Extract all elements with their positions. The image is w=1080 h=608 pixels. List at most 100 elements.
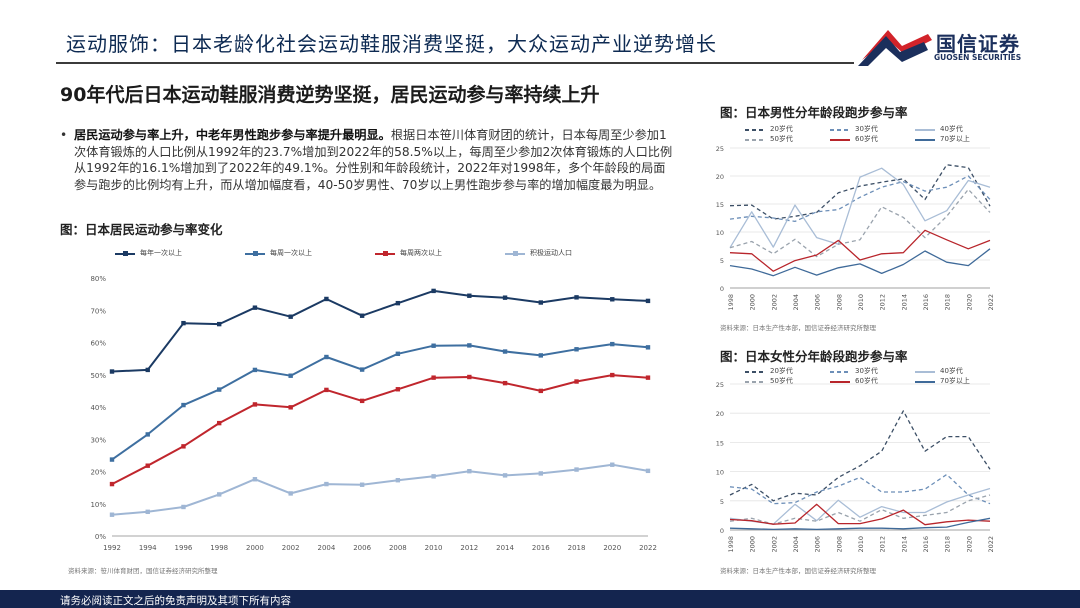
- bullet-body: 根据日本笹川体育财团的统计，日本每周至少参加1次体育锻炼的人口比例从1992年的…: [74, 128, 673, 192]
- data-point: [467, 468, 472, 474]
- data-point: [395, 387, 401, 392]
- logo-text: 国信证券: [936, 32, 1020, 56]
- legend-marker: [383, 251, 388, 256]
- series-line-5: [729, 229, 991, 272]
- series-line-6: [729, 248, 991, 277]
- x-tick-label: 2002: [282, 544, 300, 552]
- series-line-6: [729, 517, 991, 531]
- y-tick-label: 15: [716, 201, 724, 209]
- y-tick-label: 50%: [90, 372, 106, 380]
- data-point: [395, 478, 401, 483]
- y-tick-label: 0%: [95, 533, 106, 541]
- y-tick-label: 10: [716, 229, 724, 237]
- x-tick-label: 2000: [749, 536, 757, 553]
- data-point: [145, 509, 150, 515]
- legend-label: 20岁代: [770, 367, 793, 375]
- legend-swatch: [915, 139, 935, 141]
- data-point: [109, 369, 115, 374]
- x-tick-label: 2018: [944, 536, 952, 553]
- x-tick-label: 2008: [835, 294, 843, 311]
- legend-label: 40岁代: [940, 125, 963, 133]
- data-point: [538, 388, 543, 394]
- x-tick-label: 2020: [965, 536, 973, 553]
- x-tick-label: 2020: [603, 544, 621, 552]
- legend-swatch: [830, 371, 850, 373]
- x-tick-label: 2000: [749, 294, 757, 311]
- x-tick-label: 2002: [770, 294, 778, 311]
- female-chart-source: 资料来源：日本生产性本部，国信证券经济研究所整理: [720, 567, 876, 575]
- y-tick-label: 10: [716, 469, 724, 477]
- legend-swatch: [745, 129, 765, 131]
- data-point: [252, 402, 258, 407]
- x-tick-label: 1998: [727, 536, 735, 553]
- series-line-3: [729, 487, 991, 525]
- legend-swatch: [745, 371, 765, 373]
- series-line-1: [729, 410, 991, 502]
- x-tick-label: 2018: [944, 294, 952, 311]
- x-tick-label: 2016: [532, 544, 550, 552]
- data-point: [359, 482, 365, 487]
- data-point: [252, 367, 258, 373]
- x-tick-label: 2004: [792, 536, 800, 553]
- data-point: [109, 481, 115, 487]
- data-point: [324, 481, 329, 487]
- series-line-2: [729, 175, 991, 223]
- y-tick-label: 10%: [90, 501, 106, 509]
- x-tick-label: 2010: [425, 544, 443, 552]
- y-tick-label: 80%: [90, 275, 106, 283]
- data-point: [431, 474, 436, 479]
- data-point: [252, 477, 258, 482]
- data-point: [610, 462, 615, 467]
- data-point: [324, 296, 329, 302]
- series-line-4: [111, 463, 649, 516]
- page-footer: 请务必阅读正文之后的免责声明及其项下所有内容: [0, 590, 1080, 608]
- female-chart: 0 5 10 15 20 25 1998 2000 2002 2004 2006 2008 2010 20…: [716, 381, 995, 553]
- x-tick-label: 2002: [770, 536, 778, 553]
- x-tick-label: 1992: [103, 544, 121, 552]
- x-tick-label: 2018: [568, 544, 586, 552]
- x-tick-label: 2022: [639, 544, 657, 552]
- x-tick-label: 2014: [496, 544, 514, 552]
- x-tick-label: 1996: [175, 544, 193, 552]
- series-line-2: [111, 343, 649, 461]
- legend-label: 20岁代: [770, 125, 793, 133]
- data-point: [109, 512, 115, 517]
- male-chart-legend: 20岁代 30岁代 40岁代 50岁代 60岁代 70岁以上: [745, 124, 985, 146]
- data-point: [109, 457, 115, 462]
- x-tick-label: 2008: [835, 536, 843, 553]
- series-line-5: [729, 503, 991, 526]
- data-point: [395, 300, 401, 306]
- logo-icon: [858, 30, 932, 66]
- page-header: 运动服饰：日本老龄化社会运动鞋服消费坚挺，大众运动产业逆势增长 国信证券 GUO…: [0, 0, 1080, 66]
- data-point: [359, 313, 365, 318]
- legend-swatch: [915, 129, 935, 131]
- female-chart-title: 图：日本女性分年龄段跑步参与率: [720, 349, 908, 364]
- series-line-4: [729, 188, 991, 258]
- data-point: [145, 463, 150, 468]
- y-tick-label: 25: [716, 381, 724, 389]
- y-tick-label: 25: [716, 145, 724, 153]
- data-point: [610, 341, 615, 347]
- legend-swatch: [745, 139, 765, 141]
- male-chart: 0 5 10 15 20 25 1998 2000 2002 2004 2006 2008 2010 20…: [716, 145, 995, 311]
- x-tick-label: 2008: [389, 544, 407, 552]
- data-point: [431, 375, 436, 380]
- data-point: [610, 372, 615, 378]
- x-tick-label: 2014: [900, 294, 908, 311]
- data-point: [288, 373, 293, 378]
- male-chart-title: 图：日本男性分年龄段跑步参与率: [720, 105, 908, 120]
- data-point: [359, 367, 365, 372]
- y-tick-label: 5: [720, 257, 724, 265]
- x-tick-label: 2014: [900, 536, 908, 553]
- data-point: [610, 297, 615, 302]
- bullet-text: 居民运动参与率上升，中老年男性跑步参与率提升最明显。根据日本笹川体育财团的统计，…: [74, 127, 674, 193]
- logo-red-shape: [862, 30, 932, 60]
- legend-marker: [123, 251, 128, 256]
- legend-swatch: [830, 129, 850, 131]
- data-point: [502, 380, 508, 386]
- legend-label: 30岁代: [855, 367, 878, 375]
- data-point: [252, 305, 258, 310]
- data-point: [467, 293, 472, 298]
- y-tick-label: 60%: [90, 340, 106, 348]
- y-tick-label: 15: [716, 439, 724, 447]
